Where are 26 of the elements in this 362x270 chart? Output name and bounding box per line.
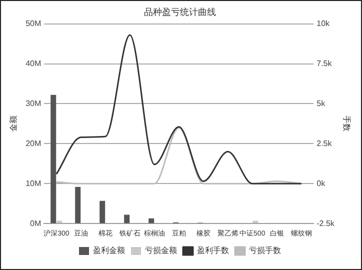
legend-label: 亏损金额 — [145, 246, 177, 256]
y-axis-title: 金额 — [9, 116, 18, 132]
y2-tick-label: 0k — [316, 178, 326, 188]
y2-tick-label: -2.5k — [316, 218, 336, 228]
line-series — [56, 34, 302, 184]
chart-title: 品种盈亏统计曲线 — [144, 6, 216, 17]
bar — [75, 186, 81, 224]
bar — [148, 218, 154, 224]
y-tick-label: 10M — [26, 178, 42, 188]
legend-label: 盈利金额 — [93, 246, 125, 256]
legend-label: 亏损手数 — [249, 246, 281, 256]
y-tick-label: 20M — [26, 138, 42, 148]
bar — [100, 200, 106, 224]
y2-tick-label: 10k — [316, 19, 331, 28]
y2-tick-label: 7.5k — [316, 58, 333, 68]
line-series — [56, 126, 302, 184]
y2-axis-title: 手数 — [342, 116, 351, 132]
y-tick-label: 50M — [26, 19, 42, 28]
legend-label: 盈利手数 — [197, 246, 229, 256]
y-tick-label: 30M — [26, 98, 42, 108]
y-tick-label: 40M — [26, 58, 42, 68]
bar — [124, 214, 130, 224]
y2-tick-label: 2.5k — [316, 138, 333, 148]
y2-tick-label: 5k — [316, 98, 326, 108]
bar — [50, 94, 56, 224]
y-tick-label: 0M — [30, 218, 42, 228]
